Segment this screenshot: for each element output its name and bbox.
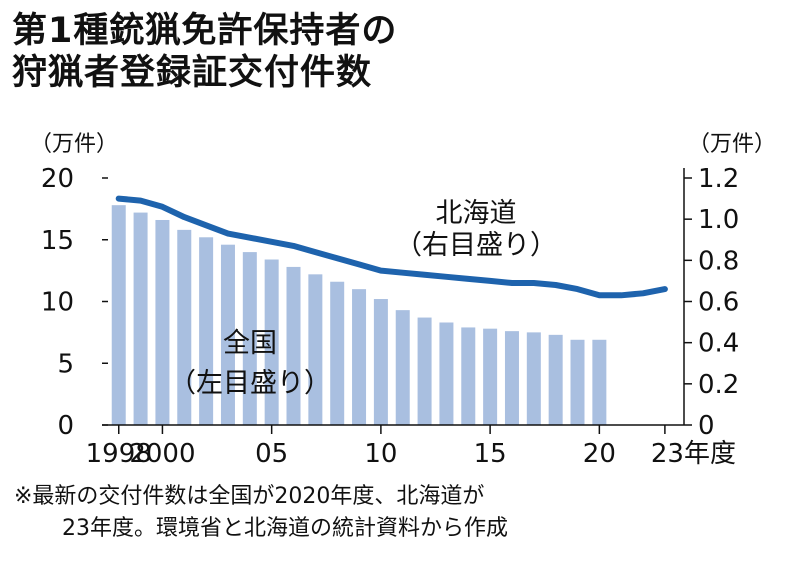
national-axis-note: （左目盛り） — [169, 368, 331, 399]
left-tick-label: 20 — [41, 164, 74, 194]
hokkaido-line — [115, 195, 668, 299]
right-tick-label: 0 — [698, 411, 715, 441]
left-tick-label: 15 — [41, 226, 74, 256]
national-label: 全国 — [223, 328, 277, 359]
x-tick-label: 2000 — [129, 439, 195, 469]
source-note: ※最新の交付件数は全国が2020年度、北海道が 23年度。環境省と北海道の統計資… — [14, 481, 508, 545]
right-axis-unit: （万件） — [688, 132, 777, 157]
chart-title: 第1種銃猟免許保持者の 狩猟者登録証交付件数 — [12, 10, 397, 94]
right-tick-label: 0.4 — [698, 329, 739, 359]
title-line-1: 第1種銃猟免許保持者の — [12, 11, 398, 51]
national-bar — [570, 339, 585, 425]
national-bar — [526, 332, 541, 425]
national-bar — [483, 328, 498, 425]
national-bar — [308, 274, 323, 425]
note-line-2: 23年度。環境省と北海道の統計資料から作成 — [62, 516, 508, 541]
x-tick-label: 23年度 — [651, 439, 736, 469]
left-tick-label: 10 — [41, 288, 74, 318]
national-bar — [461, 327, 476, 425]
national-bar — [220, 244, 235, 425]
national-bar — [242, 252, 257, 425]
national-bar — [111, 205, 126, 425]
x-tick-label: 20 — [583, 439, 616, 469]
right-tick-label: 0.6 — [698, 288, 739, 318]
national-bar — [133, 212, 148, 425]
title-line-2: 狩猟者登録証交付件数 — [12, 53, 373, 93]
x-tick-label: 1998 — [86, 439, 152, 469]
national-bar — [504, 331, 519, 425]
left-tick-label: 5 — [57, 349, 74, 379]
left-axis-unit: （万件） — [30, 132, 119, 157]
right-tick-label: 0.8 — [698, 246, 739, 276]
national-bar — [264, 259, 279, 425]
national-bar — [352, 289, 367, 425]
national-bar — [155, 219, 170, 425]
hokkaido-axis-note: （右目盛り） — [395, 230, 557, 261]
national-bar — [439, 322, 454, 425]
national-bar — [177, 229, 192, 425]
right-tick-label: 0.2 — [698, 370, 739, 400]
left-tick-label: 0 — [57, 411, 74, 441]
national-bar — [417, 317, 432, 425]
note-line-1: ※最新の交付件数は全国が2020年度、北海道が — [14, 484, 485, 509]
national-bar — [373, 299, 388, 425]
national-bar — [592, 339, 607, 425]
national-bar — [286, 266, 301, 425]
right-tick-label: 1.0 — [698, 205, 739, 235]
x-tick-label: 10 — [364, 439, 397, 469]
national-bar — [395, 310, 410, 425]
national-bar — [199, 237, 214, 425]
hokkaido-label: 北海道 — [436, 198, 517, 229]
right-tick-label: 1.2 — [698, 164, 739, 194]
x-tick-label: 05 — [255, 439, 288, 469]
x-tick-label: 15 — [474, 439, 507, 469]
national-bar — [548, 334, 563, 425]
national-bar — [330, 281, 345, 425]
